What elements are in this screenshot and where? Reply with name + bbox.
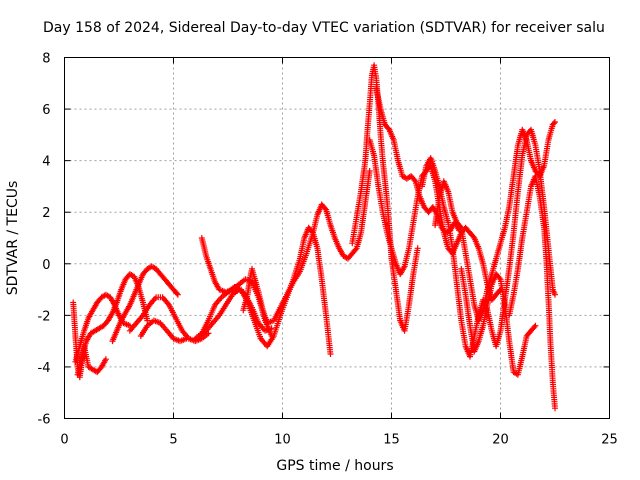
series-marks [506, 173, 558, 412]
series-H [196, 286, 275, 339]
y-axis-label: SDTVAR / TECUs [5, 181, 21, 296]
series-marks [192, 224, 334, 357]
series-Q [506, 173, 558, 412]
series-marks [419, 126, 558, 360]
series-C [74, 271, 151, 378]
series-J [240, 168, 373, 327]
y-tick-label: -6 [38, 413, 51, 428]
series-F [137, 317, 190, 345]
axis-ticks: 0 5 10 15 20 25 -6 -4 -2 0 2 4 6 8 [38, 52, 618, 448]
x-tick-label: 10 [274, 433, 291, 448]
x-tick-label: 20 [492, 433, 509, 448]
plot-frame [64, 57, 610, 419]
series-G [192, 224, 334, 357]
x-tick-label: 5 [169, 433, 177, 448]
series-D [109, 263, 181, 345]
x-tick-label: 15 [383, 433, 400, 448]
series-marks [74, 271, 151, 378]
series-marks [373, 85, 463, 236]
series-marks [196, 286, 275, 339]
series-marks [349, 62, 421, 334]
data-marks [70, 62, 558, 412]
series-O [432, 119, 558, 324]
x-axis-label: GPS time / hours [276, 458, 393, 474]
series-marks [137, 317, 190, 345]
y-tick-label: 8 [42, 52, 50, 67]
y-tick-label: -2 [38, 309, 51, 324]
series-K [349, 62, 421, 334]
series-N [419, 126, 558, 360]
y-tick-label: 2 [42, 206, 50, 221]
y-tick-label: 4 [42, 155, 50, 170]
y-tick-label: -4 [38, 361, 51, 376]
x-tick-label: 25 [601, 433, 618, 448]
series-marks [126, 294, 212, 345]
series-marks [109, 263, 181, 345]
grid [64, 57, 610, 419]
x-tick-label: 0 [60, 433, 68, 448]
series-P [458, 265, 539, 378]
series-marks [432, 119, 558, 324]
series-marks [240, 168, 373, 327]
series-L [373, 85, 463, 236]
series-marks [458, 265, 539, 378]
series-E [126, 294, 212, 345]
chart-title: Day 158 of 2024, Sidereal Day-to-day VTE… [43, 20, 605, 36]
y-tick-label: 0 [42, 258, 50, 273]
y-tick-label: 6 [42, 103, 50, 118]
